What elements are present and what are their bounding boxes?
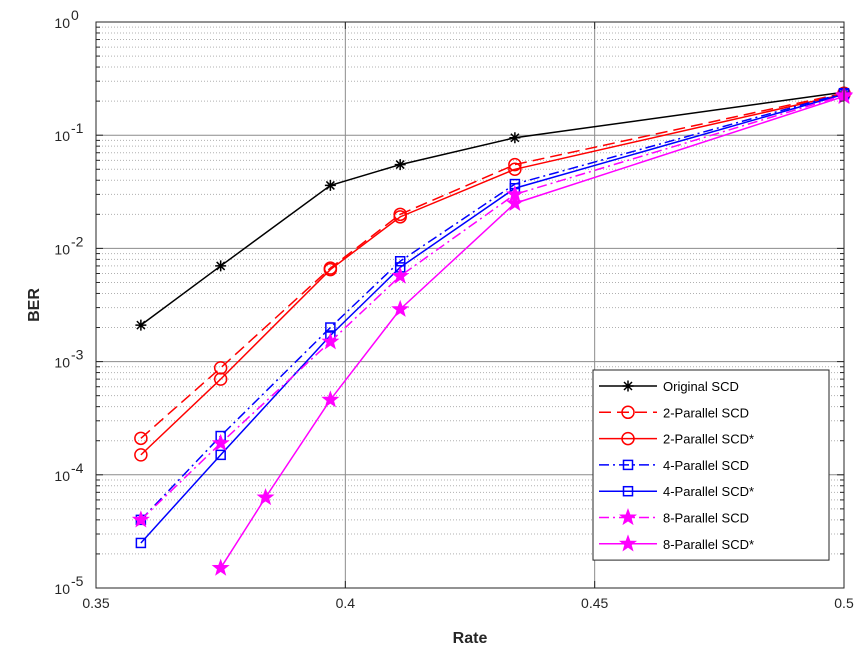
data-point-marker <box>391 299 410 317</box>
data-point-marker <box>211 433 230 451</box>
legend-swatch-marker <box>622 380 634 392</box>
y-tick-exponent: -2 <box>71 233 84 249</box>
data-point-marker <box>393 210 407 224</box>
data-point-marker <box>508 157 522 172</box>
data-point-marker <box>321 332 340 350</box>
y-tick-label: 10 <box>54 355 70 371</box>
y-tick-label: 10 <box>54 468 70 484</box>
y-tick-exponent: -4 <box>71 460 84 476</box>
data-point-marker <box>324 179 336 191</box>
series-line <box>220 95 845 569</box>
x-tick-label: 0.35 <box>82 595 109 611</box>
legend-entry-label: 2-Parallel SCD <box>663 405 749 420</box>
data-point-marker <box>215 449 226 461</box>
data-point-marker <box>134 448 148 462</box>
legend: Original SCD 2-Parallel SCD 2-Parallel SCD… <box>592 369 830 561</box>
axis-ticks <box>95 21 845 589</box>
y-tick-label: 10 <box>54 581 70 597</box>
legend-entry-label: 4-Parallel SCD <box>663 458 749 473</box>
legend-entry-label: 2-Parallel SCD* <box>663 432 754 447</box>
data-point-marker <box>256 488 275 506</box>
y-tick-exponent: -1 <box>71 120 84 136</box>
data-point-marker <box>509 132 521 144</box>
legend-swatch-marker <box>618 508 638 526</box>
data-point-marker <box>215 260 227 272</box>
legend-entry-label: Original SCD <box>663 379 739 394</box>
y-tick-label: 10 <box>54 15 70 31</box>
y-tick-exponent: -5 <box>71 573 84 589</box>
data-point-marker <box>391 266 410 284</box>
legend-swatch-marker <box>618 534 638 552</box>
data-point-marker <box>394 255 406 267</box>
series-line <box>140 91 845 326</box>
y-tick-label: 10 <box>54 128 70 144</box>
series-line <box>140 93 845 544</box>
y-tick-exponent: -3 <box>71 347 84 363</box>
legend-swatch-marker <box>622 459 634 471</box>
x-tick-label: 0.4 <box>336 595 356 611</box>
x-tick-label: 0.5 <box>834 595 854 611</box>
series-3 <box>134 87 851 462</box>
series-layer <box>131 85 854 576</box>
data-point-marker <box>505 193 524 212</box>
x-tick-label: 0.45 <box>581 595 608 611</box>
plot-frame <box>95 21 845 589</box>
legend-swatch-marker <box>621 405 635 420</box>
x-tick-labels: 0.35 0.4 0.45 0.5 <box>82 595 854 611</box>
data-point-marker <box>135 537 147 549</box>
series-line <box>140 94 845 521</box>
y-axis-title: BER <box>26 288 43 322</box>
x-axis-title: Rate <box>453 630 488 647</box>
y-tick-exponent: 0 <box>71 7 79 23</box>
data-point-marker <box>134 431 148 446</box>
data-point-marker <box>323 262 338 277</box>
series-line <box>140 92 845 521</box>
data-point-marker <box>508 162 522 177</box>
data-point-marker <box>135 319 147 331</box>
legend-swatch-marker <box>621 431 635 446</box>
data-point-marker <box>321 390 340 408</box>
data-point-marker <box>131 510 150 528</box>
legend-entry-label: 8-Parallel SCD* <box>663 537 754 552</box>
series-line <box>140 92 845 439</box>
y-tick-label: 10 <box>54 241 70 257</box>
series-line <box>140 93 845 456</box>
data-point-marker <box>394 159 406 171</box>
legend-entry-label: 8-Parallel SCD <box>663 511 749 526</box>
legend-swatch-marker <box>622 485 634 497</box>
data-point-marker <box>325 322 336 333</box>
legend-entry-label: 4-Parallel SCD* <box>663 484 754 499</box>
data-point-marker <box>213 372 228 386</box>
data-point-marker <box>211 558 230 576</box>
series-7 <box>211 86 854 576</box>
